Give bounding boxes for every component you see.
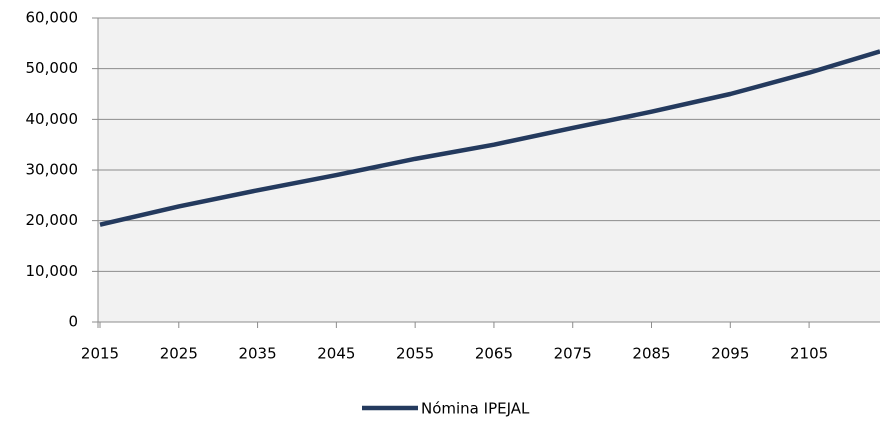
x-tick-label: 2045 [317, 345, 355, 363]
y-tick-label: 60,000 [26, 9, 79, 27]
x-tick-label: 2075 [554, 345, 592, 363]
y-tick-label: 10,000 [26, 262, 79, 280]
x-tick-label: 2105 [790, 345, 828, 363]
y-tick-label: 30,000 [26, 161, 79, 179]
y-tick-label: 0 [68, 313, 78, 331]
data-line [99, 49, 880, 227]
y-tick-label: 20,000 [26, 211, 79, 229]
x-tick-label: 2035 [238, 345, 276, 363]
x-tick-label: 2065 [475, 345, 513, 363]
legend-label: Nómina IPEJAL [421, 400, 530, 418]
y-tick-label: 50,000 [26, 59, 79, 77]
x-tick-label: 2015 [81, 345, 119, 363]
y-tick-label: 40,000 [26, 110, 79, 128]
x-tick-label: 2055 [396, 345, 434, 363]
x-tick-label: 2085 [632, 345, 670, 363]
x-tick-label: 2095 [711, 345, 749, 363]
x-tick-label: 2025 [160, 345, 198, 363]
